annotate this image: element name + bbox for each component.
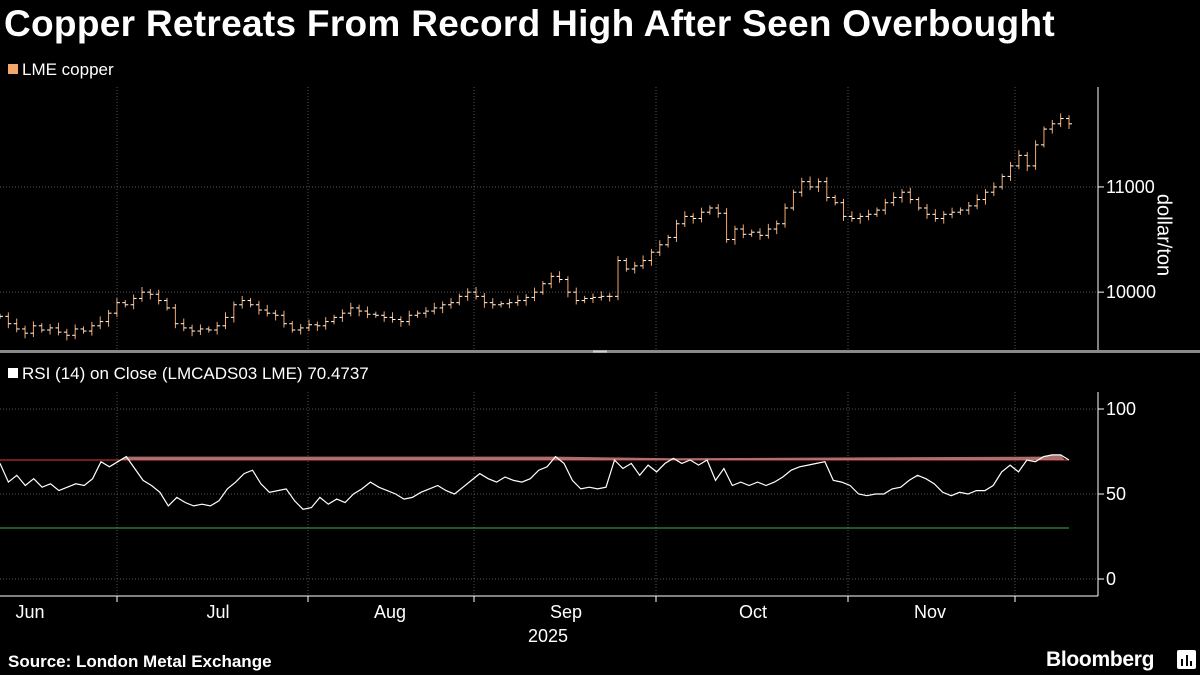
x-tick-label: Jun — [15, 602, 44, 622]
rsi-line — [0, 454, 1070, 510]
x-tick-label: Aug — [374, 602, 406, 622]
rsi-tick-label: 0 — [1106, 569, 1116, 589]
x-tick-label: Oct — [739, 602, 767, 622]
rsi-overbought-fill — [122, 454, 1065, 460]
x-tick-label: Jul — [206, 602, 229, 622]
grid-layer — [0, 87, 1098, 596]
price-tick-label: 11000 — [1106, 177, 1155, 197]
x-year-label: 2025 — [528, 626, 568, 646]
price-legend: LME copper — [8, 60, 114, 80]
price-bars — [0, 113, 1072, 341]
chart-title: Copper Retreats From Record High After S… — [4, 3, 1055, 44]
legend-swatch-rsi — [8, 368, 18, 378]
legend-label-rsi: RSI (14) on Close (LMCADS03 LME) 70.4737 — [22, 364, 369, 383]
rsi-tick-label: 100 — [1106, 399, 1136, 419]
rsi-legend: RSI (14) on Close (LMCADS03 LME) 70.4737 — [8, 364, 369, 384]
rsi-line-layer — [0, 454, 1070, 510]
source-note: Source: London Metal Exchange — [8, 652, 272, 671]
x-tick-label: Nov — [914, 602, 946, 622]
rsi-tick-label: 50 — [1106, 484, 1126, 504]
panel-divider-handle — [593, 350, 607, 353]
bloomberg-logo: Bloomberg — [1046, 648, 1155, 671]
x-tick-label: Sep — [550, 602, 582, 622]
legend-swatch-copper — [8, 64, 18, 74]
price-tick-label: 10000 — [1106, 282, 1156, 302]
bar-chart-icon — [1177, 650, 1196, 669]
axes: 10000 11000 0 50 100 Jun Jul Aug Sep Oct Nov 2025 — [0, 87, 1200, 646]
legend-label-copper: LME copper — [22, 60, 114, 79]
